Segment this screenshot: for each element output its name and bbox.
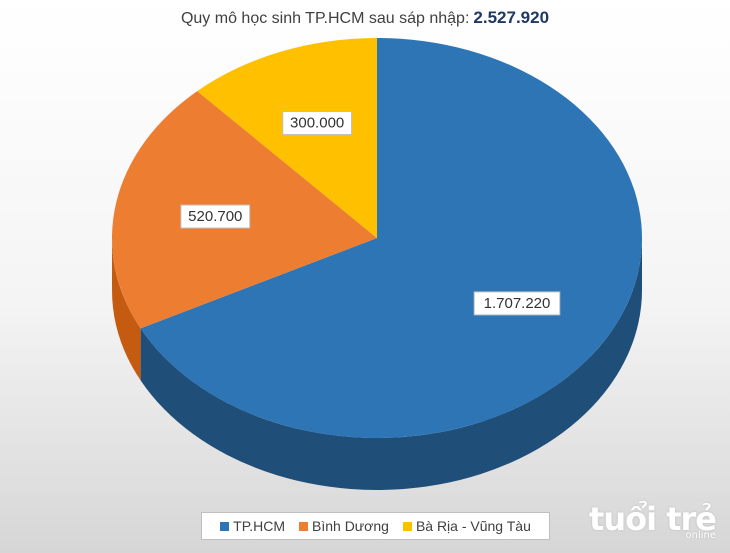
data-label-text: 1.707.220 (484, 295, 551, 312)
pie-slices (112, 38, 642, 439)
data-label-ba-ria-vung-tau: 300.000 (282, 111, 353, 136)
pie-data-labels: 1.707.220 520.700 300.000 (180, 111, 561, 316)
data-label-text: 300.000 (290, 115, 344, 132)
data-label-text: 520.700 (188, 208, 242, 225)
chart-title-text: Quy mô học sinh TP.HCM sau sáp nhập: (180, 10, 470, 27)
data-label-binh-duong: 520.700 (180, 204, 251, 229)
legend-swatch (299, 521, 308, 531)
legend-item-ba-ria-vung-tau: Bà Rịa - Vũng Tàu (402, 518, 531, 534)
chart-title-total: 2.527.920 (473, 8, 550, 27)
data-label-box (180, 204, 251, 229)
legend-label: Bình Dương (312, 518, 389, 534)
tuoi-tre-logo: tuổi trẻ online (589, 500, 717, 541)
pie-sides (112, 238, 642, 491)
data-label-tp-hcm: 1.707.220 (473, 291, 561, 316)
chart-title: Quy mô học sinh TP.HCM sau sáp nhập: 2.52… (0, 8, 730, 28)
legend-label: TP.HCM (233, 518, 285, 534)
legend-swatch (402, 521, 412, 531)
legend-item-binh-duong: Bình Dương (299, 518, 389, 534)
pie-side-tp-hcm (140, 238, 642, 491)
data-label-box (282, 111, 353, 136)
data-label-box (473, 291, 561, 316)
legend-item-tphcm: TP.HCM (220, 518, 285, 534)
chart-legend: TP.HCM Bình Dương Bà Rịa - Vũng Tàu (201, 512, 550, 540)
pie-slice-tp-hcm (140, 38, 642, 439)
legend-label: Bà Rịa - Vũng Tàu (415, 518, 531, 534)
logo-sub-text: online (685, 530, 716, 541)
pie-side-binh-duong (112, 238, 141, 381)
legend-swatch (220, 521, 230, 531)
logo-text: tuổi trẻ (589, 500, 717, 538)
pie-slice-ba-ria-vung-tau (197, 38, 377, 238)
